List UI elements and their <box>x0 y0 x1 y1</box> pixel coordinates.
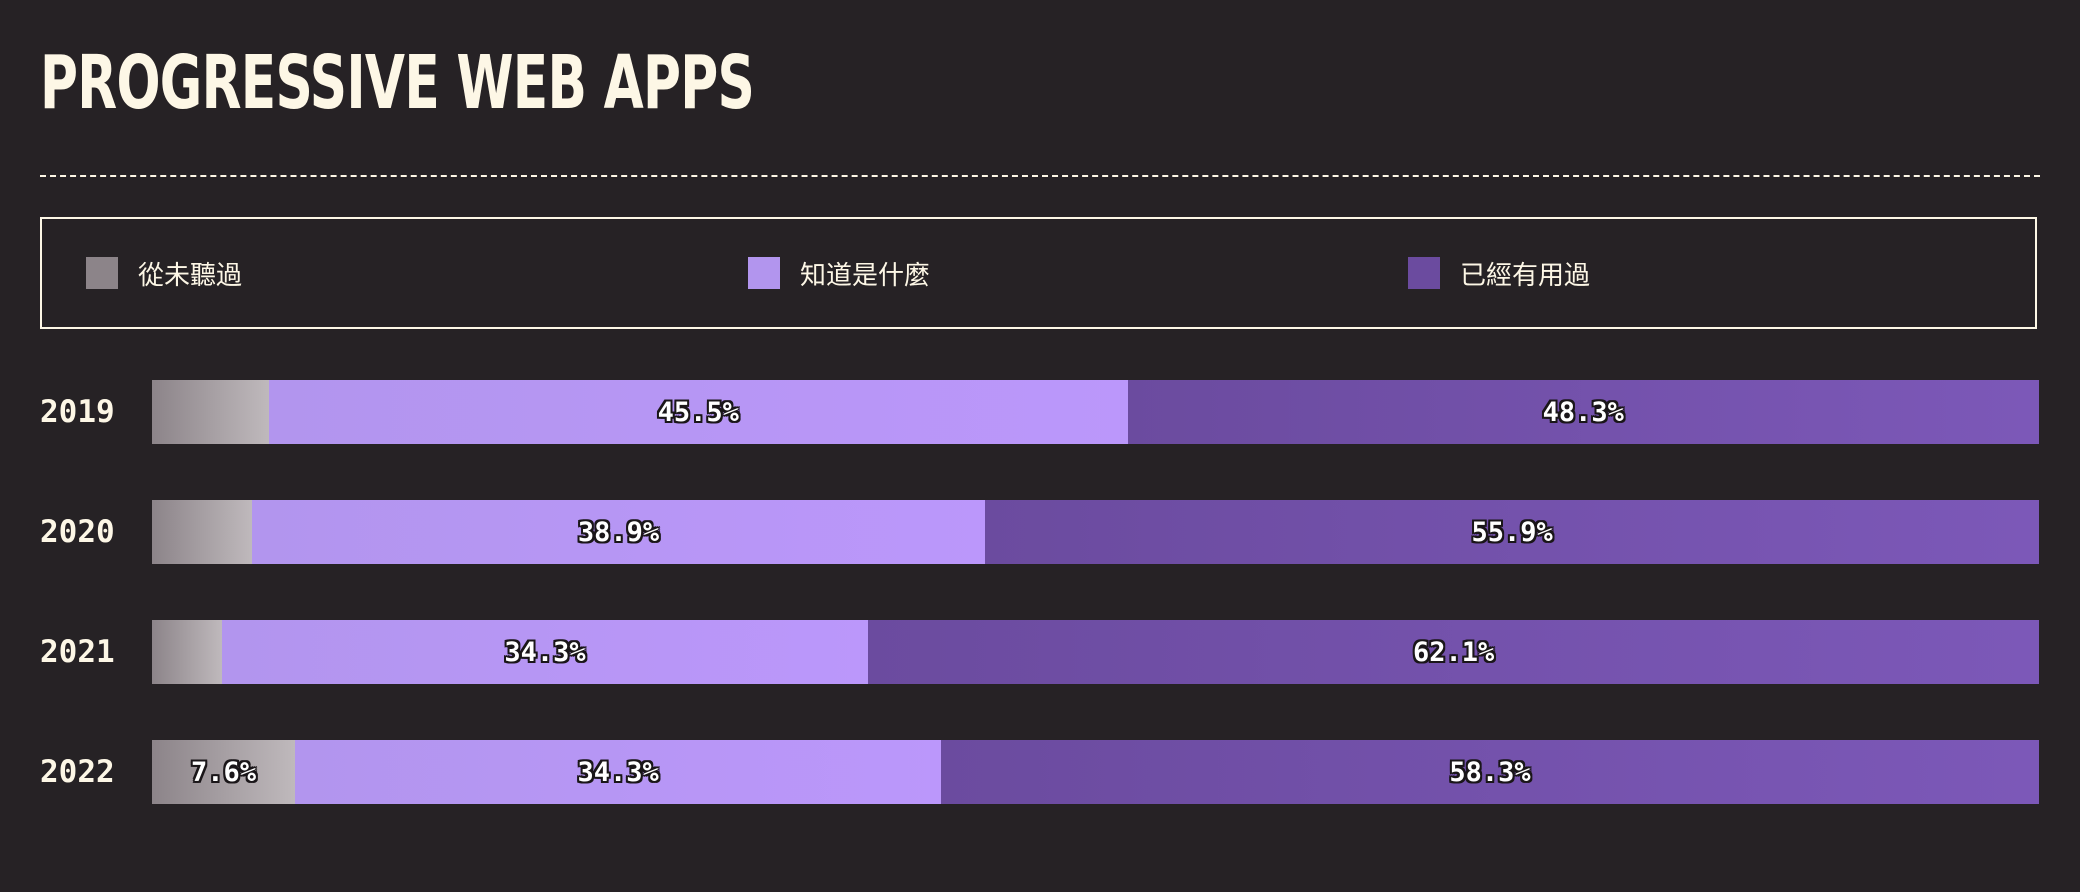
bar-segment-2021-know-what-it-is[interactable]: 34.3% <box>221 620 869 684</box>
legend-label-know-what-it-is: 知道是什麼 <box>800 260 931 291</box>
bar-segment-2022-used-it[interactable]: 58.3% <box>941 740 2039 804</box>
legend-label-never-heard: 從未聽過 <box>138 260 243 291</box>
bar-segment-2022-know-what-it-is[interactable]: 34.3% <box>295 740 942 804</box>
data-label-2020-used-it: 55.9% <box>1471 516 1553 548</box>
bar-segment-2020-used-it[interactable]: 55.9% <box>985 500 2039 564</box>
legend-label-used-it: 已經有用過 <box>1460 260 1591 291</box>
bar-2019: 45.5% 48.3% <box>152 380 2039 444</box>
legend-item-know-what-it-is[interactable]: 知道是什麼 <box>748 219 930 327</box>
year-label-2020: 2020 <box>40 514 115 550</box>
chart-title: PROGRESSIVE WEB APPS <box>40 40 755 126</box>
year-label-2021: 2021 <box>40 634 115 670</box>
bar-2021: 34.3% 62.1% <box>152 620 2039 684</box>
bar-2020: 38.9% 55.9% <box>152 500 2039 564</box>
bar-segment-2021-used-it[interactable]: 62.1% <box>868 620 2039 684</box>
year-label-2019: 2019 <box>40 394 115 430</box>
bar-segment-2019-know-what-it-is[interactable]: 45.5% <box>268 380 1128 444</box>
bar-segment-2021-never-heard[interactable] <box>152 620 222 684</box>
legend-item-never-heard[interactable]: 從未聽過 <box>86 219 242 327</box>
bar-2022: 7.6% 34.3% 58.3% <box>152 740 2039 804</box>
legend: 從未聽過 知道是什麼 已經有用過 <box>40 217 2037 329</box>
bar-segment-2020-know-what-it-is[interactable]: 38.9% <box>251 500 986 564</box>
year-label-2022: 2022 <box>40 754 115 790</box>
data-label-2021-know-what-it-is: 34.3% <box>504 636 586 668</box>
bar-segment-2022-never-heard[interactable]: 7.6% <box>152 740 296 804</box>
bar-segment-2019-used-it[interactable]: 48.3% <box>1127 380 2039 444</box>
data-label-2019-used-it: 48.3% <box>1542 396 1624 428</box>
data-label-2019-know-what-it-is: 45.5% <box>657 396 739 428</box>
data-label-2021-used-it: 62.1% <box>1413 636 1495 668</box>
data-label-2020-know-what-it-is: 38.9% <box>577 516 660 548</box>
data-label-2022-never-heard: 7.6% <box>191 756 257 788</box>
bar-segment-2020-never-heard[interactable] <box>152 500 252 564</box>
legend-swatch-know-what-it-is <box>748 257 780 289</box>
legend-swatch-never-heard <box>86 257 118 289</box>
bar-segment-2019-never-heard[interactable] <box>152 380 269 444</box>
legend-item-used-it[interactable]: 已經有用過 <box>1408 219 1590 327</box>
data-label-2022-used-it: 58.3% <box>1449 756 1531 788</box>
title-divider <box>40 175 2040 177</box>
legend-swatch-used-it <box>1408 257 1440 289</box>
data-label-2022-know-what-it-is: 34.3% <box>577 756 659 788</box>
